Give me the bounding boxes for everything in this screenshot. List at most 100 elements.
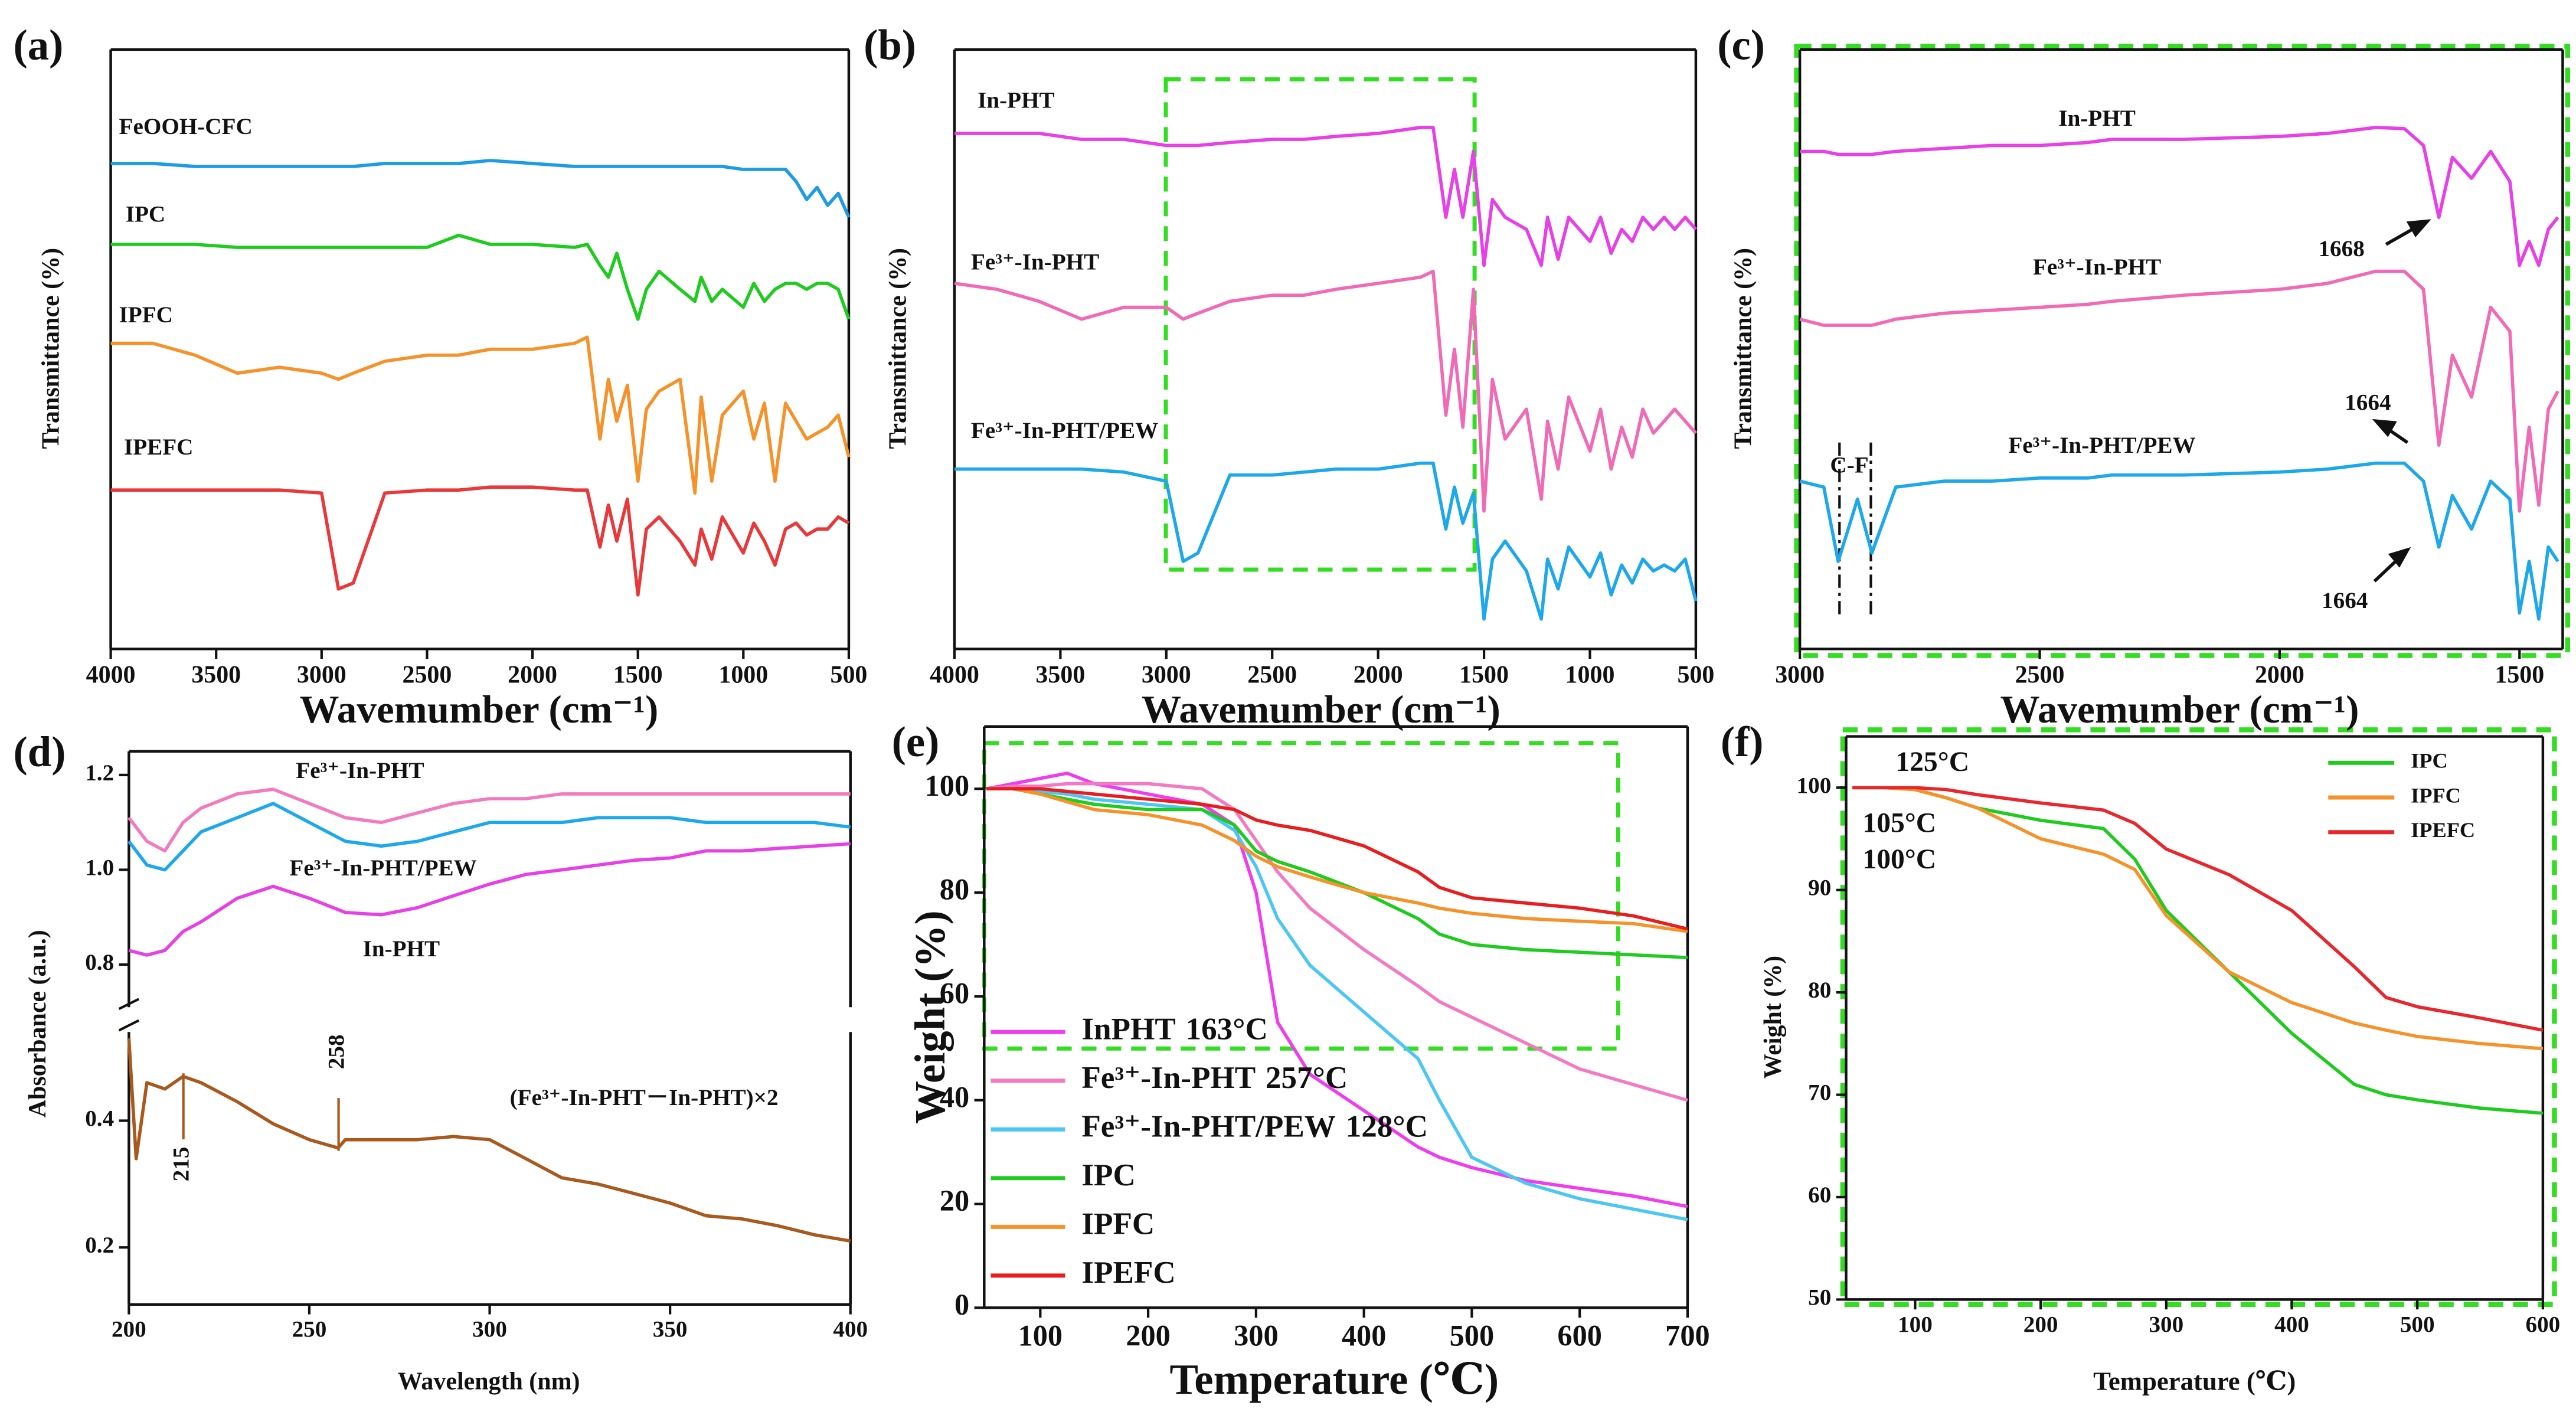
y-axis-label: Transmittance (%) — [884, 248, 911, 449]
series-line — [986, 782, 1688, 1102]
legend-onset: 128°C — [1346, 1109, 1428, 1143]
y-tick-label: 60 — [940, 976, 969, 1009]
annotation: C-F — [1830, 453, 1868, 478]
series-label: Fe³⁺-In-PHT/PEW — [2008, 433, 2195, 458]
x-tick-label: 2000 — [1354, 661, 1403, 688]
series-line — [110, 159, 851, 218]
x-tick-label: 1500 — [2495, 661, 2544, 688]
x-tick-label: 400 — [1342, 1319, 1387, 1352]
x-tick-label: 700 — [1665, 1319, 1710, 1352]
y-tick-label: 1.2 — [85, 760, 114, 786]
zoom-box — [1163, 77, 1477, 572]
zoom-frame — [1794, 44, 2571, 658]
x-tick-label: 2500 — [403, 661, 452, 688]
legend-label: IPC — [1081, 1158, 1136, 1192]
y-axis-label: Weight (%) — [906, 910, 954, 1124]
annotation: 100°C — [1862, 844, 1936, 875]
x-axis-label: Wavemumber (cm⁻¹) — [1142, 687, 1501, 731]
series-label: In-PHT — [2058, 106, 2136, 131]
x-tick-label: 2000 — [508, 661, 557, 688]
series-line — [1852, 786, 2544, 1051]
panel-label: (e) — [892, 718, 940, 766]
x-axis-label: Temperature (℃) — [1169, 1355, 1499, 1403]
series-line — [128, 802, 851, 872]
x-tick-label: 4000 — [86, 661, 136, 688]
y-tick-label: 100 — [925, 769, 970, 802]
y-tick-label: 20 — [940, 1184, 969, 1217]
arrow-head — [2388, 547, 2411, 568]
series-line — [986, 787, 1688, 933]
series-label: Fe³⁺-In-PHT/PEW — [971, 418, 1158, 443]
x-tick-label: 400 — [833, 1317, 868, 1342]
y-axis-label: Transmittance (%) — [1730, 248, 1757, 449]
legend-onset: 257°C — [1266, 1061, 1348, 1095]
legend-label: IPEFC — [2411, 818, 2475, 842]
x-axis-label: Wavemumber (cm⁻¹) — [2000, 687, 2359, 731]
x-tick-label: 1000 — [1565, 661, 1615, 688]
panel-label: (b) — [864, 21, 916, 69]
series-label: Fe³⁺-In-PHT — [2033, 254, 2161, 280]
annotation: 258 — [324, 1034, 349, 1069]
panel-label: (f) — [1721, 718, 1764, 766]
x-tick-label: 100 — [1018, 1319, 1063, 1352]
series-label: IPFC — [119, 302, 173, 328]
series-label: FeOOH-CFC — [119, 114, 253, 139]
legend-onset: 163°C — [1186, 1012, 1268, 1046]
x-tick-label: 350 — [653, 1317, 688, 1342]
y-tick-label: 70 — [1808, 1080, 1831, 1106]
y-tick-label: 100 — [1797, 773, 1832, 798]
x-tick-label: 4000 — [930, 661, 979, 688]
series-line — [1799, 461, 2559, 621]
y-tick-label: 40 — [940, 1080, 969, 1113]
annotation: 1664 — [2322, 588, 2368, 613]
y-tick-label: 0.8 — [85, 950, 114, 975]
y-tick-label: 50 — [1808, 1285, 1831, 1310]
x-axis-label: Wavemumber (cm⁻¹) — [299, 687, 658, 731]
x-tick-label: 500 — [1450, 1319, 1495, 1352]
y-tick-label: 0 — [954, 1288, 969, 1321]
series-line — [986, 787, 1688, 959]
series-label: Fe³⁺-In-PHT/PEW — [289, 855, 476, 881]
x-tick-label: 200 — [2023, 1312, 2058, 1337]
annotation: 215 — [169, 1147, 194, 1182]
series-line — [128, 787, 851, 853]
series-label: (Fe³⁺-In-PHT－In-PHT)×2 — [510, 1085, 779, 1110]
x-tick-label: 3500 — [191, 661, 241, 688]
x-tick-label: 3500 — [1035, 661, 1085, 688]
y-tick-label: 80 — [1808, 978, 1831, 1003]
series-line — [986, 787, 1688, 1221]
series-line — [110, 233, 851, 321]
y-tick-label: 60 — [1808, 1182, 1831, 1208]
x-tick-label: 200 — [112, 1317, 146, 1342]
x-tick-label: 250 — [292, 1317, 327, 1342]
y-axis-label: Absorbance (a.u.) — [24, 930, 51, 1117]
y-tick-label: 0.4 — [85, 1106, 114, 1132]
y-tick-label: 80 — [940, 873, 969, 906]
x-axis-label: Wavelength (nm) — [398, 1368, 580, 1395]
series-line — [986, 772, 1688, 1208]
arrow-head — [2406, 219, 2431, 238]
series-line — [1799, 269, 2559, 513]
legend-label: InPHT — [1081, 1012, 1175, 1046]
series-line — [954, 269, 1698, 513]
x-tick-label: 300 — [472, 1317, 507, 1342]
x-axis-label: Temperature (℃) — [2093, 1366, 2296, 1395]
legend-label: IPFC — [2411, 783, 2461, 807]
break-mark — [118, 1019, 140, 1032]
series-line — [1800, 126, 2559, 267]
x-tick-label: 1500 — [1459, 661, 1509, 688]
series-label: IPEFC — [124, 434, 193, 460]
x-tick-label: 200 — [1126, 1319, 1171, 1352]
series-line — [954, 461, 1698, 621]
y-tick-label: 1.0 — [85, 855, 114, 880]
x-tick-label: 2000 — [2255, 661, 2304, 688]
x-tick-label: 1500 — [613, 661, 663, 688]
zoom-box — [982, 741, 1620, 1051]
x-tick-label: 500 — [1677, 661, 1714, 688]
x-tick-label: 3000 — [297, 661, 346, 688]
zoom-frame — [1840, 727, 2557, 1307]
series-label: In-PHT — [978, 87, 1055, 113]
panel-label: (c) — [1717, 21, 1765, 69]
legend-label: IPFC — [1081, 1207, 1155, 1241]
